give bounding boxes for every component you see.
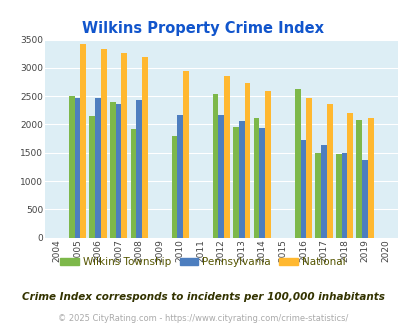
Bar — [69, 96, 75, 238]
Bar — [264, 90, 270, 238]
Bar — [347, 113, 352, 238]
Bar — [361, 160, 367, 238]
Text: © 2025 CityRating.com - https://www.cityrating.com/crime-statistics/: © 2025 CityRating.com - https://www.city… — [58, 314, 347, 323]
Bar — [142, 56, 147, 238]
Text: Wilkins Property Crime Index: Wilkins Property Crime Index — [82, 21, 323, 36]
Bar — [212, 94, 218, 238]
Legend: Wilkins Township, Pennsylvania, National: Wilkins Township, Pennsylvania, National — [56, 253, 349, 271]
Bar — [259, 128, 264, 238]
Bar — [300, 140, 305, 238]
Bar — [320, 146, 326, 238]
Bar — [305, 98, 311, 238]
Bar — [101, 49, 107, 238]
Bar — [80, 44, 86, 238]
Bar — [341, 153, 347, 238]
Bar — [177, 115, 183, 238]
Bar — [224, 76, 229, 238]
Bar — [218, 115, 224, 238]
Bar — [335, 154, 341, 238]
Bar — [232, 127, 238, 238]
Bar — [171, 136, 177, 238]
Bar — [136, 100, 142, 238]
Bar — [89, 116, 95, 238]
Bar — [244, 83, 250, 238]
Bar — [238, 121, 244, 238]
Bar — [121, 53, 127, 238]
Bar — [315, 153, 320, 238]
Text: Crime Index corresponds to incidents per 100,000 inhabitants: Crime Index corresponds to incidents per… — [21, 292, 384, 302]
Bar — [326, 104, 332, 238]
Bar — [356, 120, 361, 238]
Bar — [75, 98, 80, 238]
Bar — [115, 104, 121, 238]
Bar — [95, 98, 101, 238]
Bar — [294, 89, 300, 238]
Bar — [130, 129, 136, 238]
Bar — [253, 118, 259, 238]
Bar — [183, 71, 188, 238]
Bar — [367, 118, 373, 238]
Bar — [110, 102, 115, 238]
